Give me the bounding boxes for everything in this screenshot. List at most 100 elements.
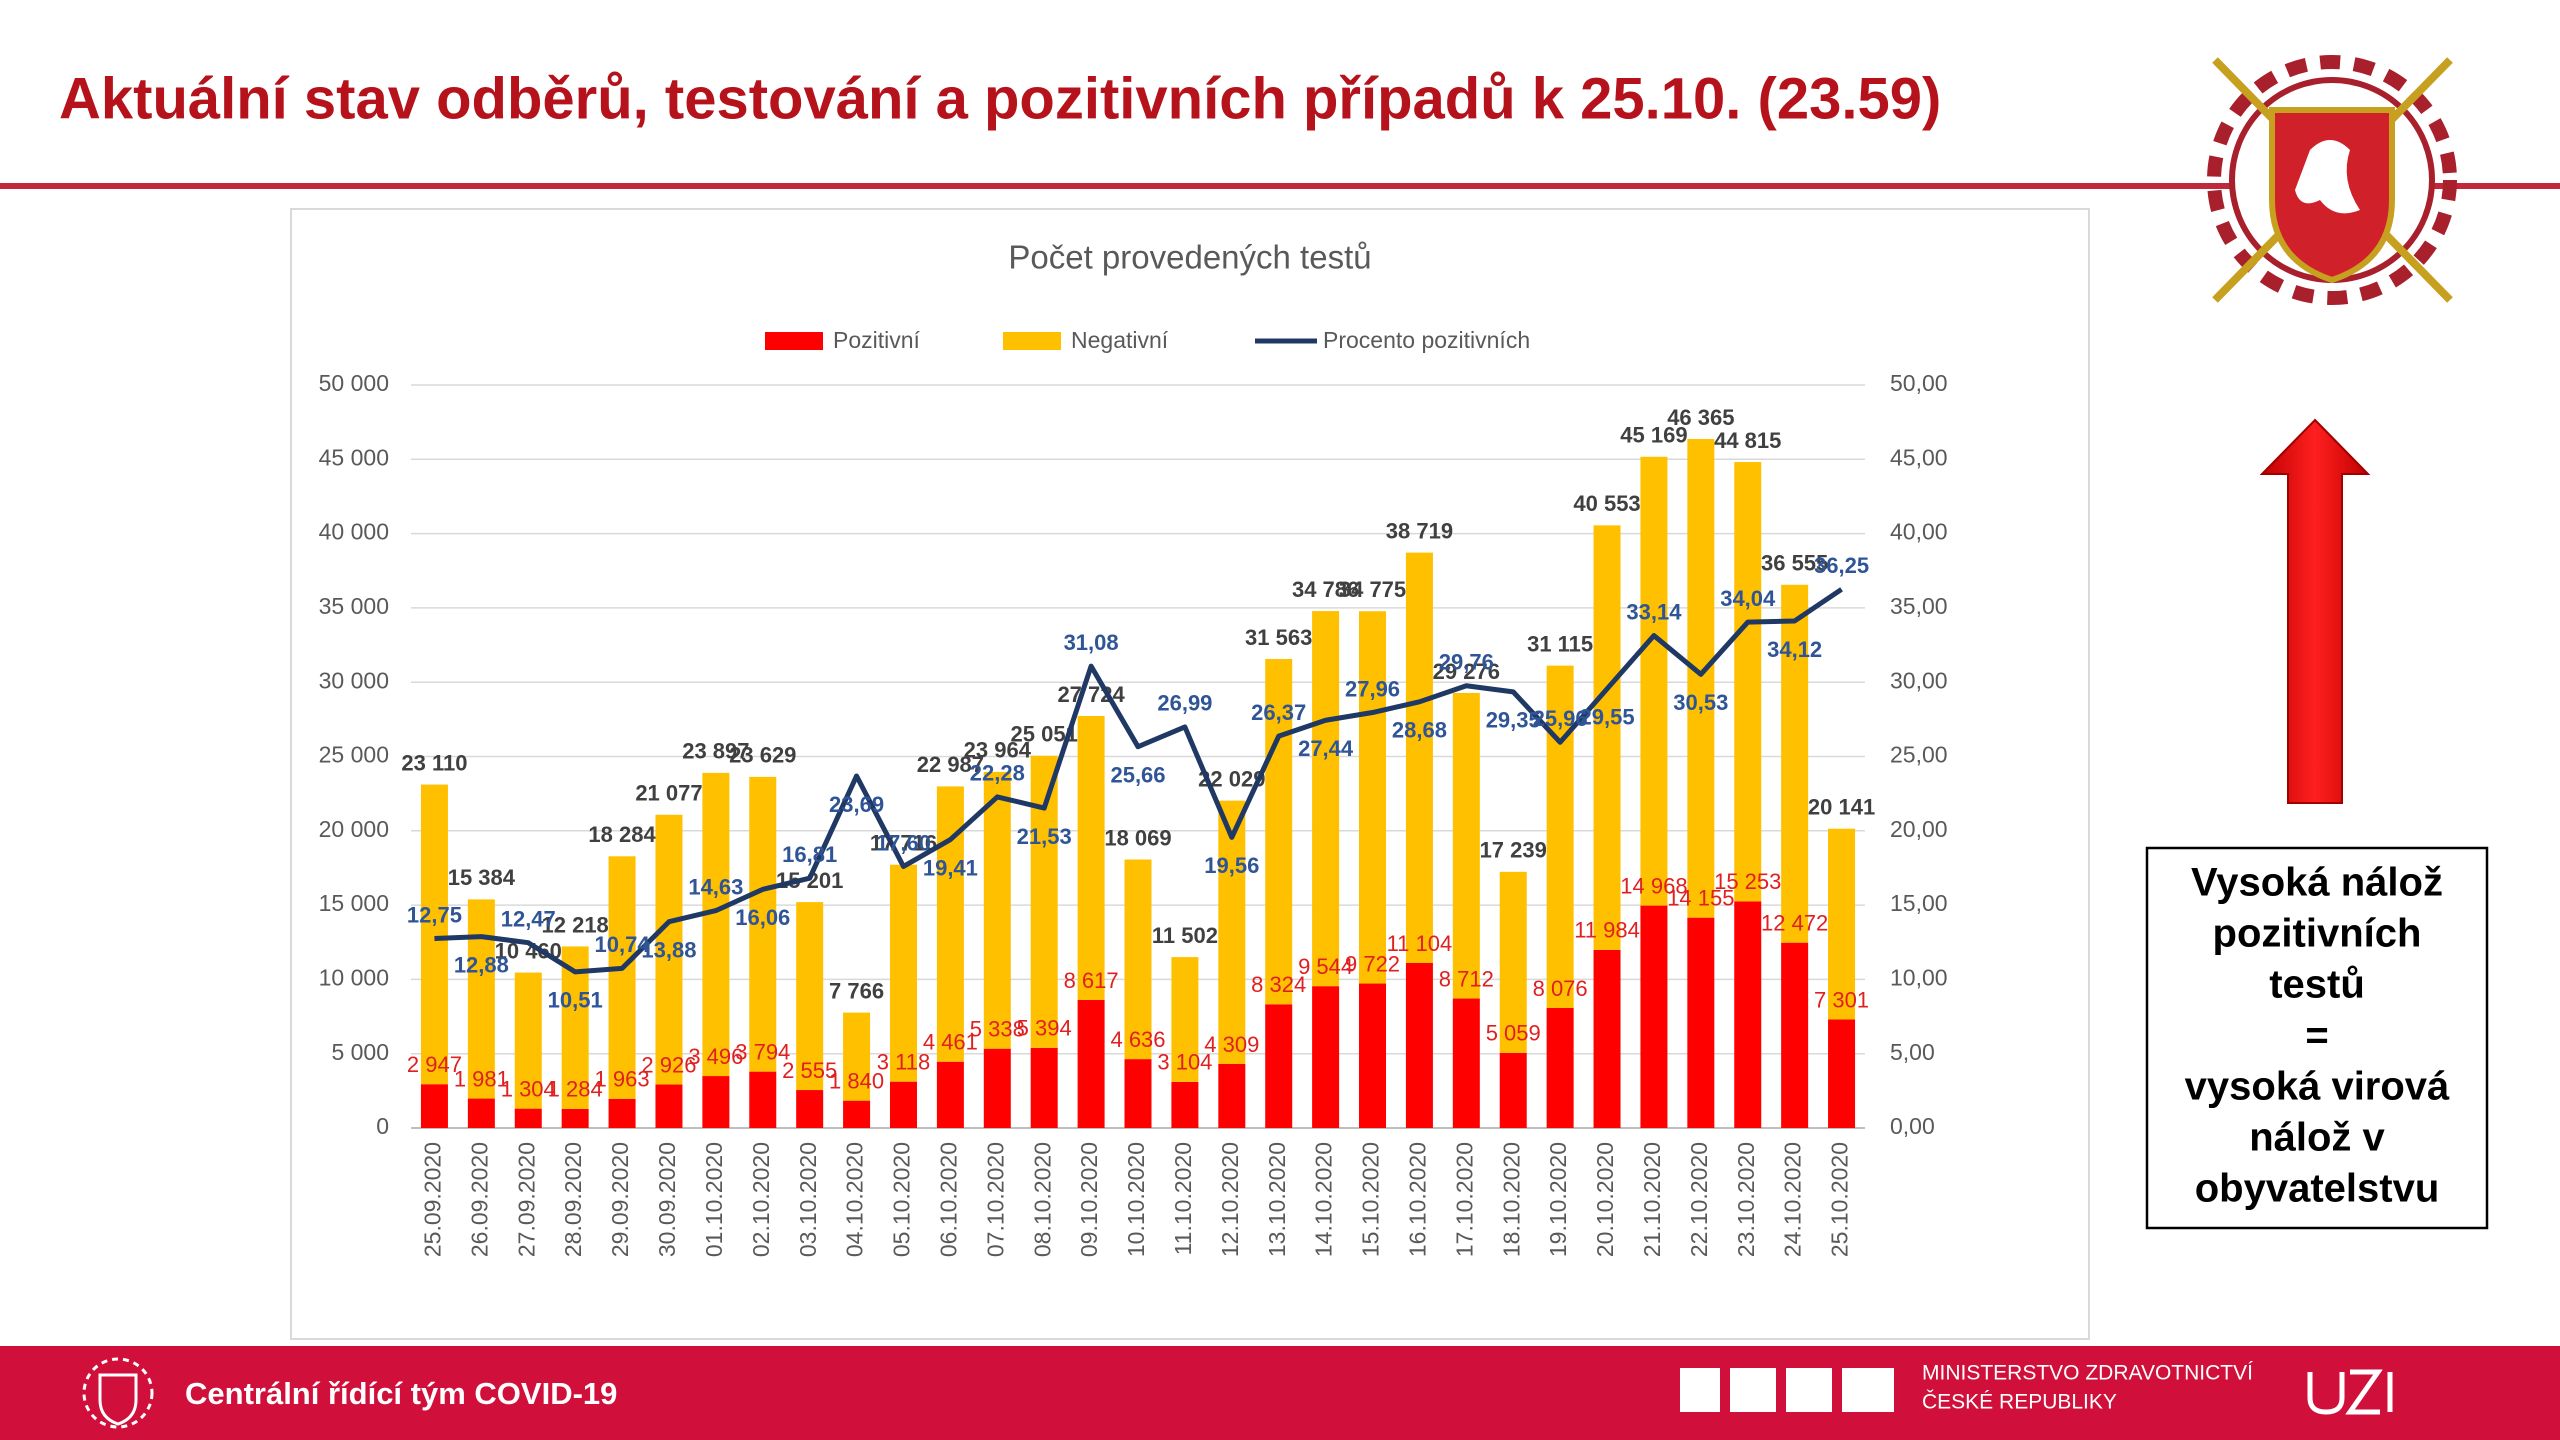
- total-label: 31 115: [1527, 631, 1593, 656]
- bar-segment: [1593, 525, 1621, 950]
- percent-label: 25,66: [1110, 763, 1165, 788]
- percent-label: 30,53: [1673, 690, 1728, 715]
- x-tick-label: 23.10.2020: [1733, 1142, 1759, 1257]
- bar-segment: [889, 864, 917, 1082]
- y-tick-label: 10 000: [319, 964, 389, 990]
- total-label: 17 239: [1480, 838, 1547, 863]
- x-tick-label: 06.10.2020: [935, 1142, 961, 1257]
- x-tick-label: 16.10.2020: [1404, 1142, 1430, 1257]
- total-label: 21 077: [635, 781, 702, 806]
- total-label: 18 069: [1104, 825, 1171, 850]
- x-tick-label: 26.09.2020: [466, 1142, 492, 1257]
- total-label: 23 897: [682, 739, 749, 764]
- note-line: vysoká virová: [2185, 1065, 2450, 1109]
- positive-label: 11 104: [1387, 931, 1453, 956]
- total-label: 22 987: [917, 752, 984, 777]
- bar-segment: [983, 771, 1011, 1049]
- positive-label: 2 926: [641, 1052, 696, 1077]
- arrow: [2259, 418, 2371, 804]
- positive-label: 5 059: [1486, 1021, 1541, 1046]
- x-tick-label: 29.09.2020: [607, 1142, 633, 1257]
- positive-label: 4 309: [1204, 1032, 1259, 1057]
- note-box: [2145, 846, 2489, 1230]
- percent-label: 29,55: [1580, 705, 1635, 730]
- x-tick-label: 12.10.2020: [1217, 1142, 1243, 1257]
- footer: [0, 1346, 2560, 1440]
- y-tick-label: 0: [376, 1113, 389, 1139]
- bar-segment: [1265, 658, 1293, 1005]
- total-label: 20 141: [1808, 795, 1875, 820]
- percent-label: 19,56: [1204, 853, 1259, 878]
- positive-label: 1 840: [829, 1068, 884, 1093]
- percent-label: 34,04: [1720, 586, 1776, 611]
- total-label: 44 815: [1714, 428, 1781, 453]
- positive-label: 1 304: [501, 1076, 556, 1101]
- note: Vysoká nálož pozitivních testů = vysoká viro…: [2185, 861, 2450, 1211]
- y2-tick-label: 50,00: [1890, 370, 1948, 396]
- footer-logo: [1680, 1368, 1894, 1412]
- note-line: Vysoká nálož: [2191, 861, 2443, 905]
- total-label: 34 775: [1339, 577, 1406, 602]
- total-label: 23 964: [964, 738, 1032, 763]
- line-series: [434, 587, 1843, 975]
- positive-label: 7 301: [1814, 987, 1869, 1012]
- total-label: 11 502: [1152, 923, 1218, 948]
- x-tick-label: 02.10.2020: [748, 1142, 774, 1257]
- x-tick-label: 18.10.2020: [1498, 1142, 1524, 1257]
- legend: Pozitivní Negativní Procento pozitivních: [765, 327, 1530, 353]
- y2-tick-label: 35,00: [1890, 593, 1948, 619]
- total-label: 23 110: [401, 750, 467, 775]
- bar-segment: [1546, 1007, 1574, 1128]
- total-label: 7 766: [829, 978, 884, 1003]
- x-tick-label: 14.10.2020: [1311, 1142, 1337, 1257]
- bar-segment: [1030, 755, 1058, 1048]
- percent-label: 12,47: [501, 907, 556, 932]
- x-tick-label: 10.10.2020: [1123, 1142, 1149, 1257]
- bar-segment: [1546, 665, 1574, 1008]
- percent-label: 27,44: [1298, 736, 1354, 761]
- positive-label: 11 984: [1574, 918, 1640, 943]
- positive-label: 2 555: [782, 1058, 837, 1083]
- positive-label: 3 118: [877, 1049, 930, 1074]
- positive-label: 3 104: [1157, 1050, 1212, 1075]
- percent-label: 26,37: [1251, 700, 1306, 725]
- footer-emblem: [82, 1357, 154, 1429]
- bar-segment: [1218, 1063, 1246, 1128]
- percent-label: 12,88: [454, 952, 509, 977]
- percent-label: 28,68: [1392, 718, 1447, 743]
- percent-label: 26,99: [1157, 691, 1212, 716]
- bar-segment: [420, 784, 448, 1085]
- y2-tick-label: 30,00: [1890, 667, 1948, 693]
- bar-segment: [1124, 1059, 1152, 1128]
- percent-label: 13,88: [641, 938, 696, 963]
- positive-label: 1 963: [595, 1067, 650, 1092]
- bar-segment: [1077, 716, 1105, 1000]
- total-label: 31 563: [1245, 625, 1312, 650]
- bar-segment: [1828, 1019, 1856, 1128]
- total-label: 46 365: [1667, 405, 1734, 430]
- percent-label: 16,06: [735, 905, 790, 930]
- bar-segment: [467, 1098, 495, 1128]
- bar-segment: [702, 772, 730, 1077]
- x-tick-label: 24.10.2020: [1780, 1142, 1806, 1257]
- bar-segment: [514, 1108, 542, 1128]
- positive-label: 8 324: [1251, 972, 1306, 997]
- positive-label: 5 394: [1017, 1016, 1072, 1041]
- percent-label: 16,81: [782, 842, 837, 867]
- percent-label: 34,12: [1767, 637, 1822, 662]
- bar-segment: [1359, 611, 1387, 984]
- total-label: 36 555: [1761, 551, 1828, 576]
- percent-label: 22,28: [970, 761, 1025, 786]
- bar-segment: [514, 972, 542, 1109]
- bar-segment: [843, 1100, 871, 1128]
- uzis-logo: [2307, 1369, 2393, 1415]
- positive-label: 1 981: [454, 1066, 509, 1091]
- percent-label: 27,96: [1345, 676, 1400, 701]
- bar-segment: [796, 1090, 824, 1128]
- legend-label: Negativní: [1071, 327, 1169, 353]
- positive-label: 8 617: [1064, 968, 1119, 993]
- x-tick-label: 19.10.2020: [1545, 1142, 1571, 1257]
- bar-segment: [1312, 986, 1340, 1128]
- bar-segment: [1030, 1047, 1058, 1128]
